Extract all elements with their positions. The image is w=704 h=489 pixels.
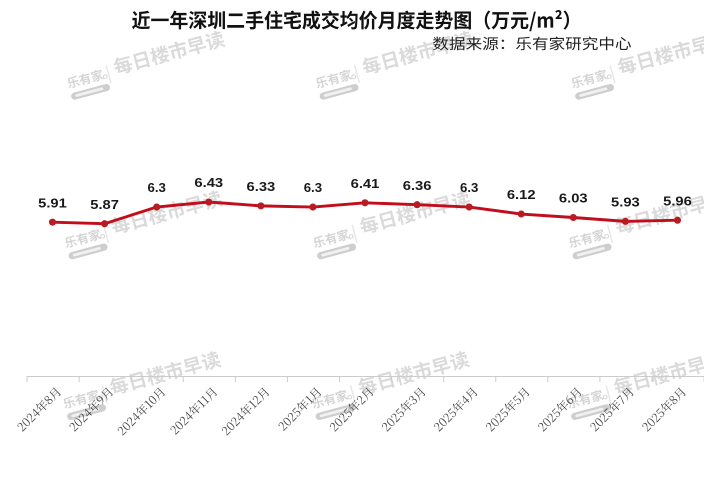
- svg-text:6.33: 6.33: [247, 179, 276, 194]
- svg-text:5.87: 5.87: [90, 197, 119, 212]
- svg-text:6.41: 6.41: [351, 176, 380, 191]
- svg-text:6.03: 6.03: [559, 191, 588, 206]
- svg-text:5.91: 5.91: [38, 195, 67, 210]
- svg-text:6.3: 6.3: [304, 180, 322, 195]
- svg-text:6.12: 6.12: [507, 187, 536, 202]
- svg-text:6.3: 6.3: [148, 180, 166, 195]
- svg-text:6.3: 6.3: [460, 180, 478, 195]
- svg-text:6.43: 6.43: [194, 175, 223, 190]
- svg-text:5.93: 5.93: [611, 194, 640, 209]
- svg-text:5.96: 5.96: [663, 193, 692, 208]
- svg-text:6.36: 6.36: [403, 178, 432, 193]
